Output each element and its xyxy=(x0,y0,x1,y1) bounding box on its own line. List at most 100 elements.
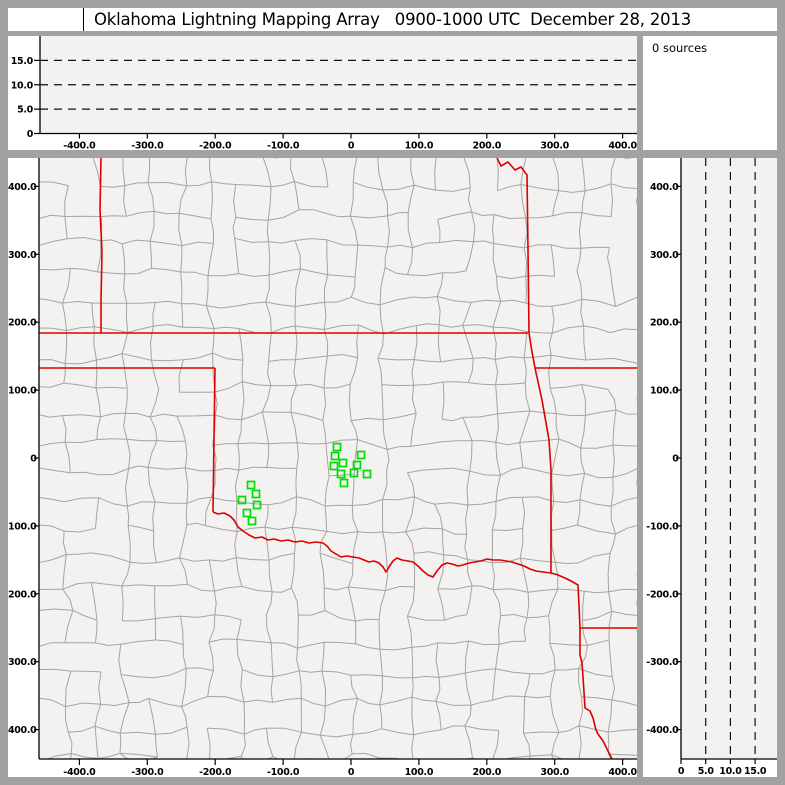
county-line xyxy=(65,670,72,707)
county-line xyxy=(68,725,96,733)
county-line xyxy=(268,240,296,244)
county-line xyxy=(439,324,463,328)
county-line xyxy=(609,328,637,334)
county-line xyxy=(149,326,154,361)
county-line xyxy=(464,534,469,560)
county-line xyxy=(582,610,612,622)
plan-view-panel: 400.0 300.0 200.0 100.0 0 -100.0 -200.0 -300.0 -… xyxy=(8,158,637,777)
county-line xyxy=(550,244,581,249)
county-line xyxy=(94,326,128,333)
county-line xyxy=(413,729,442,736)
county-line xyxy=(181,706,188,728)
county-line xyxy=(214,392,218,416)
station-marker xyxy=(338,458,348,468)
county-line xyxy=(290,587,299,616)
county-line xyxy=(519,438,559,443)
county-line xyxy=(520,557,556,563)
county-line xyxy=(118,644,122,675)
co-ks-border xyxy=(99,158,103,333)
county-line xyxy=(496,276,502,302)
county-line xyxy=(585,357,614,361)
county-line xyxy=(95,761,130,762)
county-line xyxy=(557,588,585,592)
county-line xyxy=(357,531,383,534)
county-line xyxy=(582,620,588,646)
county-line xyxy=(243,699,273,703)
county-line xyxy=(180,271,209,277)
y-tick-label: 300.0 xyxy=(8,250,37,261)
x-tick-label: -200.0 xyxy=(199,141,232,151)
county-line xyxy=(124,267,152,275)
county-line xyxy=(349,182,354,217)
county-line xyxy=(324,475,330,507)
county-line xyxy=(411,647,414,678)
county-line xyxy=(612,444,637,447)
altitude-ns-plot: 400.0 300.0 200.0 100.0 0 -100.0 -200.0 -300.0 -… xyxy=(646,158,777,777)
county-line xyxy=(434,503,443,529)
county-line xyxy=(471,699,493,706)
county-line xyxy=(611,610,637,616)
county-line xyxy=(387,212,409,217)
county-line xyxy=(607,753,612,759)
county-line xyxy=(382,531,406,534)
county-line xyxy=(347,563,354,588)
county-line xyxy=(62,415,67,443)
county-line xyxy=(182,644,187,669)
county-line xyxy=(212,352,243,361)
county-line xyxy=(235,184,272,188)
county-line xyxy=(211,496,237,502)
county-line xyxy=(155,501,187,504)
county-line xyxy=(323,302,327,330)
county-line xyxy=(437,640,469,645)
county-line xyxy=(352,698,358,735)
county-line xyxy=(378,619,381,650)
x-tick-label: 400.0 xyxy=(608,767,637,777)
county-line xyxy=(266,727,302,733)
county-line xyxy=(261,411,270,444)
county-line xyxy=(492,761,498,763)
county-line xyxy=(551,473,555,502)
county-line xyxy=(121,243,126,274)
county-line xyxy=(608,611,613,640)
county-line xyxy=(529,410,557,414)
y-tick-label: 400.0 xyxy=(8,182,37,193)
y-tick-label: 5.0 xyxy=(17,105,34,116)
county-line xyxy=(382,184,415,191)
county-line xyxy=(124,182,149,187)
county-line xyxy=(294,181,328,188)
county-line xyxy=(215,414,242,421)
county-line xyxy=(205,275,209,306)
county-line xyxy=(522,467,552,475)
county-line xyxy=(469,470,501,476)
county-line xyxy=(214,467,239,472)
county-line xyxy=(266,443,270,468)
county-line xyxy=(580,448,586,474)
county-line xyxy=(39,181,69,187)
county-line xyxy=(36,611,37,648)
county-line xyxy=(378,590,386,620)
county-line xyxy=(292,526,327,532)
county-line xyxy=(122,239,151,245)
county-line xyxy=(412,242,440,249)
county-line xyxy=(121,584,155,587)
county-line xyxy=(326,239,358,246)
county-line xyxy=(294,240,301,269)
county-line xyxy=(148,697,182,708)
county-line xyxy=(97,752,121,759)
county-line xyxy=(379,304,384,335)
county-line xyxy=(615,409,637,415)
county-line xyxy=(413,551,444,556)
county-line xyxy=(242,381,271,387)
station-marker xyxy=(356,450,366,460)
county-line xyxy=(65,702,101,708)
county-line xyxy=(467,358,474,383)
county-line xyxy=(95,359,98,389)
county-line xyxy=(176,415,186,442)
county-line xyxy=(295,468,298,497)
county-line xyxy=(66,326,95,331)
county-line xyxy=(442,528,467,535)
county-line xyxy=(441,381,445,420)
county-line xyxy=(69,753,72,759)
county-line xyxy=(499,640,526,645)
county-line xyxy=(96,416,102,440)
